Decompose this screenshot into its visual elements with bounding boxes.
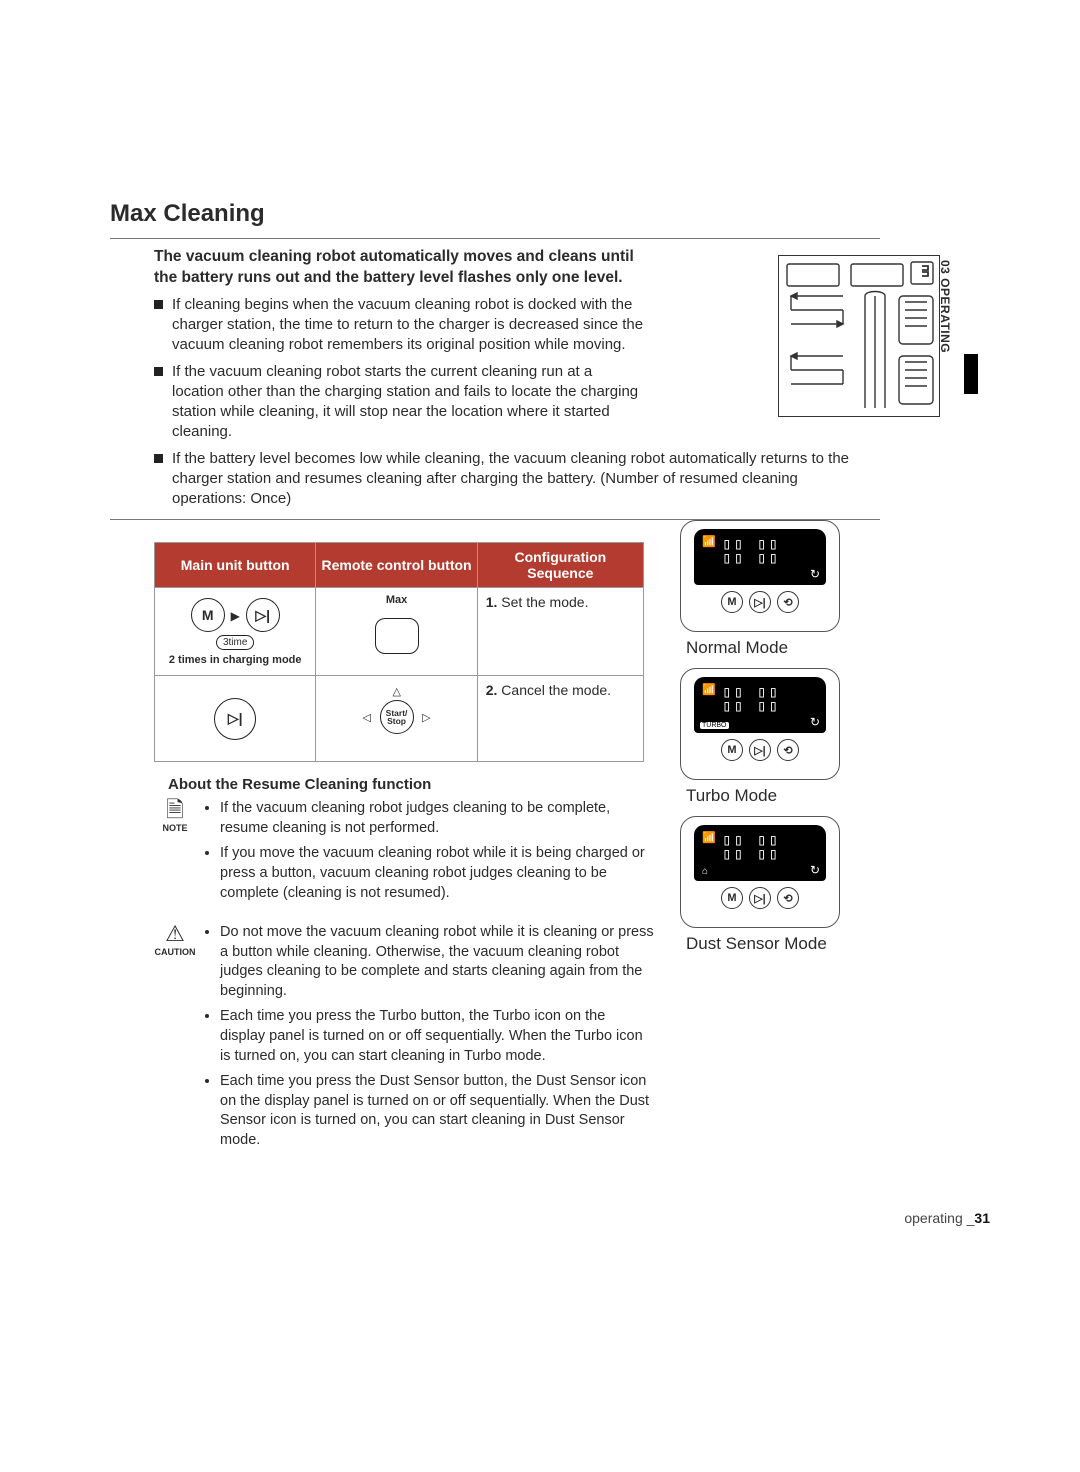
step-text: Set the mode. <box>501 594 588 610</box>
side-tab: 03 OPERATING <box>938 260 960 358</box>
dust-sensor-icon: ⌂ <box>702 866 708 877</box>
sequence-cell: 2. Cancel the mode. <box>477 676 643 762</box>
remote-label: Max <box>324 594 468 606</box>
panel-button-home: ⟲ <box>777 591 799 613</box>
notes-heading: About the Resume Cleaning function <box>168 776 654 793</box>
icon-caption: NOTE <box>154 823 196 833</box>
mode-label-turbo: Turbo Mode <box>686 786 840 806</box>
table-header: Main unit button <box>155 543 316 588</box>
step-number: 1. <box>486 594 498 610</box>
intro-bullet: If the battery level becomes low while c… <box>154 449 874 510</box>
caution-item: Each time you press the Turbo button, th… <box>220 1007 654 1066</box>
caution-row: ⚠ CAUTION Do not move the vacuum cleanin… <box>154 923 654 1156</box>
cycle-icon: ↻ <box>810 715 820 729</box>
icon-caption: CAUTION <box>154 947 196 957</box>
note-item: If the vacuum cleaning robot judges clea… <box>220 799 654 838</box>
cleaning-pattern-diagram <box>778 255 940 417</box>
cycle-icon: ↻ <box>810 567 820 581</box>
mode-label-dust: Dust Sensor Mode <box>686 934 840 954</box>
divider <box>110 238 880 239</box>
caution-icon: ⚠ CAUTION <box>154 923 196 1156</box>
table-header: Configuration Sequence <box>477 543 643 588</box>
config-table: Main unit button Remote control button C… <box>154 542 644 762</box>
intro-bullet: If the vacuum cleaning robot starts the … <box>154 362 644 443</box>
intro-bullet-list-wide: If the battery level becomes low while c… <box>154 449 880 510</box>
table-row: ▷| △ ◁ ▷ Start/ Stop 2. Cancel the mode. <box>155 676 644 762</box>
page-footer: operating _31 <box>110 1210 990 1226</box>
wifi-icon: 📶 <box>702 683 716 696</box>
start-stop-button: Start/ Stop <box>380 700 414 734</box>
arrow-up-icon: △ <box>393 685 401 698</box>
wifi-icon: 📶 <box>702 535 716 548</box>
intro-bullet: If cleaning begins when the vacuum clean… <box>154 295 644 356</box>
panel-button-m: M <box>721 591 743 613</box>
table-row: M ▶ ▷| 3time 2 times in charging mode Ma… <box>155 588 644 676</box>
caution-list: Do not move the vacuum cleaning robot wh… <box>202 923 654 1156</box>
panel-button-home: ⟲ <box>777 739 799 761</box>
page-number: 31 <box>974 1210 990 1226</box>
intro-block: The vacuum cleaning robot automatically … <box>110 247 880 509</box>
main-unit-cell: ▷| <box>155 676 316 762</box>
mode-button-icon: M <box>191 598 225 632</box>
step-number: 2. <box>486 682 498 698</box>
digit-display: ▯▯ ▯▯▯▯ ▯▯ <box>722 685 780 714</box>
main-unit-cell: M ▶ ▷| 3time 2 times in charging mode <box>155 588 316 676</box>
caution-item: Do not move the vacuum cleaning robot wh… <box>220 923 654 1001</box>
panel-button-m: M <box>721 887 743 909</box>
step-text: Cancel the mode. <box>501 682 611 698</box>
remote-cell: Max <box>316 588 477 676</box>
pill-label: 3time <box>216 635 254 650</box>
panel-button-m: M <box>721 739 743 761</box>
mode-label-normal: Normal Mode <box>686 638 840 658</box>
panel-button-play: ▷| <box>749 887 771 909</box>
play-button-icon: ▷| <box>246 598 280 632</box>
intro-lead: The vacuum cleaning robot automatically … <box>154 247 644 289</box>
panel-button-play: ▷| <box>749 739 771 761</box>
arrow-left-icon: ◁ <box>363 711 371 724</box>
note-item: If you move the vacuum cleaning robot wh… <box>220 844 654 903</box>
remote-button-diagram <box>367 606 427 666</box>
note-list: If the vacuum cleaning robot judges clea… <box>202 799 654 909</box>
footer-label: operating _ <box>904 1210 974 1226</box>
notes-block: About the Resume Cleaning function 🗎 NOT… <box>154 776 654 1156</box>
display-panel-dust: 📶 ▯▯ ▯▯▯▯ ▯▯ ↻ ⌂ M ▷| ⟲ <box>680 816 840 928</box>
document-icon: 🗎 <box>154 799 196 821</box>
manual-page: Max Cleaning 03 OPERATING The vacuum cle… <box>110 200 880 1170</box>
table-header: Remote control button <box>316 543 477 588</box>
arrow-right-icon: ▶ <box>231 609 240 623</box>
caution-item: Each time you press the Dust Sensor butt… <box>220 1072 654 1150</box>
note-icon: 🗎 NOTE <box>154 799 196 909</box>
thumb-index-marker <box>964 354 978 394</box>
display-panel-turbo: 📶 ▯▯ ▯▯▯▯ ▯▯ TURBO ↻ M ▷| ⟲ <box>680 668 840 780</box>
note-row: 🗎 NOTE If the vacuum cleaning robot judg… <box>154 799 654 909</box>
turbo-badge: TURBO <box>700 722 729 729</box>
panel-button-play: ▷| <box>749 591 771 613</box>
intro-bullet-list-narrow: If cleaning begins when the vacuum clean… <box>154 295 880 443</box>
remote-cell: △ ◁ ▷ Start/ Stop <box>316 676 477 762</box>
sequence-cell: 1. Set the mode. <box>477 588 643 676</box>
display-panel-normal: 📶 ▯▯ ▯▯▯▯ ▯▯ ↻ M ▷| ⟲ <box>680 520 840 632</box>
cell-footnote: 2 times in charging mode <box>163 654 307 666</box>
digit-display: ▯▯ ▯▯▯▯ ▯▯ <box>722 833 780 862</box>
section-title: Max Cleaning <box>110 200 880 228</box>
warning-icon: ⚠ <box>154 923 196 945</box>
arrow-right-icon: ▷ <box>422 711 430 724</box>
panel-button-home: ⟲ <box>777 887 799 909</box>
digit-display: ▯▯ ▯▯▯▯ ▯▯ <box>722 537 780 566</box>
cycle-icon: ↻ <box>810 863 820 877</box>
side-tab-label: 03 OPERATING <box>938 260 952 353</box>
wifi-icon: 📶 <box>702 831 716 844</box>
play-button-icon: ▷| <box>214 698 256 740</box>
mode-display-column: 📶 ▯▯ ▯▯▯▯ ▯▯ ↻ M ▷| ⟲ Normal Mode 📶 ▯▯ ▯… <box>680 520 840 964</box>
remote-dpad-diagram: △ ◁ ▷ Start/ Stop <box>367 687 427 747</box>
